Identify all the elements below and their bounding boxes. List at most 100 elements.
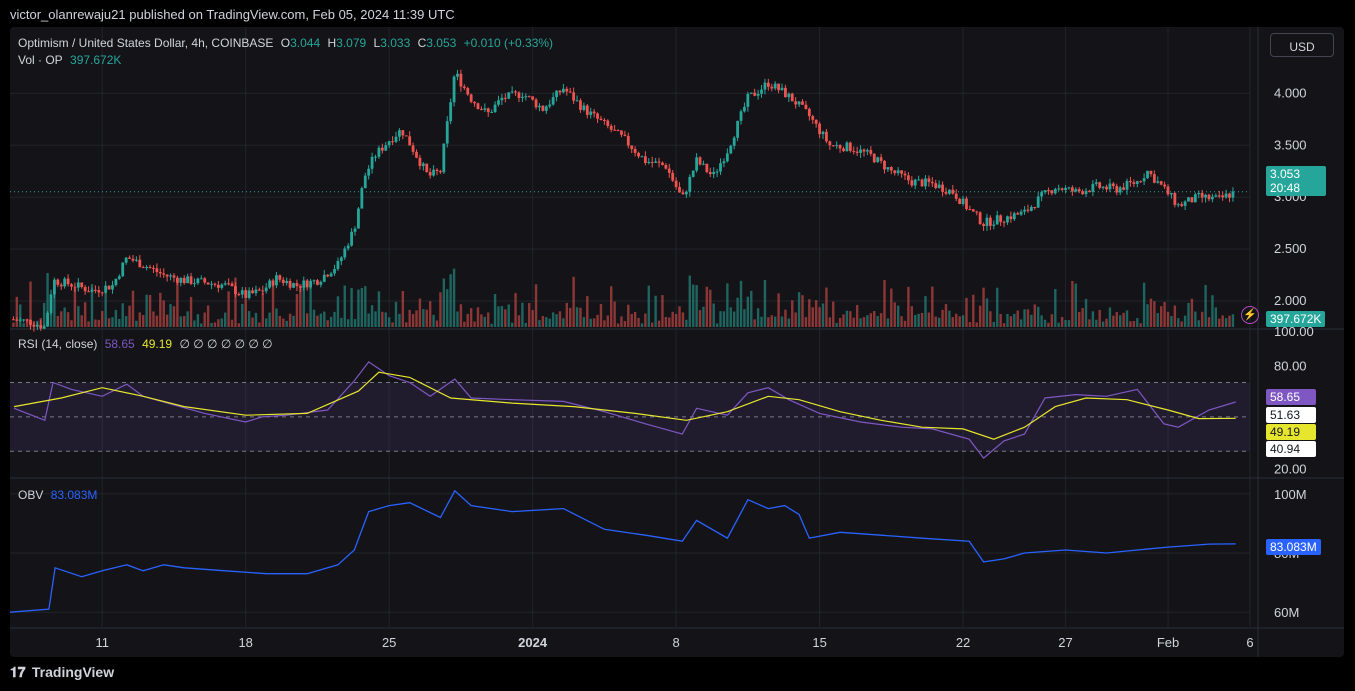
candle-body bbox=[828, 141, 832, 146]
bar-countdown: 20:48 bbox=[1270, 181, 1301, 195]
volume-bar bbox=[944, 304, 948, 327]
volume-bar bbox=[548, 318, 551, 327]
volume-bar bbox=[914, 315, 917, 327]
candle-body bbox=[182, 277, 186, 284]
candle-body bbox=[544, 106, 548, 111]
volume-bar bbox=[394, 301, 398, 327]
candle-body bbox=[336, 261, 340, 270]
candle-body bbox=[1050, 190, 1054, 194]
rsi-ma-legend-value: 49.19 bbox=[142, 337, 173, 351]
rsi-empty-values: ∅ ∅ ∅ ∅ ∅ ∅ ∅ bbox=[179, 337, 273, 351]
candle-body bbox=[1115, 185, 1119, 193]
volume-bar bbox=[575, 307, 579, 327]
candle-body bbox=[664, 164, 668, 169]
x-tick-label: 8 bbox=[672, 635, 679, 650]
volume-bar bbox=[1231, 314, 1235, 327]
candle-body bbox=[53, 279, 56, 295]
candle-body bbox=[1135, 181, 1139, 184]
candle-body bbox=[606, 120, 610, 126]
volume-bar bbox=[1211, 295, 1214, 327]
volume-bar bbox=[828, 317, 832, 327]
candle-body bbox=[766, 82, 770, 87]
volume-bar bbox=[476, 307, 480, 327]
volume-bar bbox=[1112, 315, 1115, 327]
candle-body bbox=[15, 319, 19, 321]
candle-body bbox=[514, 91, 517, 93]
lightning-icon[interactable]: ⚡ bbox=[1241, 306, 1259, 324]
candle-body bbox=[1009, 216, 1013, 220]
volume-bar bbox=[135, 320, 138, 327]
volume-bar bbox=[323, 311, 326, 327]
volume-bar bbox=[53, 290, 56, 327]
candle-body bbox=[401, 130, 405, 136]
volume-bar bbox=[1057, 322, 1060, 327]
volume-bar bbox=[425, 309, 428, 327]
volume-bar bbox=[22, 323, 25, 327]
candle-body bbox=[1081, 191, 1085, 195]
volume-bar bbox=[1159, 306, 1163, 327]
volume-bar bbox=[200, 323, 203, 327]
candle-body bbox=[541, 105, 545, 111]
candle-body bbox=[671, 172, 675, 181]
candle-body bbox=[746, 93, 750, 107]
candle-body bbox=[486, 108, 490, 113]
price-tick-label: 2.500 bbox=[1274, 241, 1307, 256]
volume-bar bbox=[278, 315, 282, 327]
tv-logo-icon: 𝟏𝟕 bbox=[10, 664, 26, 680]
candle-body bbox=[859, 149, 862, 153]
x-tick-label: 27 bbox=[1058, 635, 1072, 650]
candle-body bbox=[944, 191, 948, 194]
candle-body bbox=[924, 178, 927, 187]
candle-body bbox=[196, 278, 200, 284]
chart-canvas[interactable]: 11 18 25 2024 8 15 22 27 Feb 64.0003.5003.0002.50… bbox=[10, 27, 1344, 657]
candle-body bbox=[1019, 211, 1023, 215]
candle-body bbox=[715, 171, 719, 173]
volume-bar bbox=[391, 322, 394, 327]
candle-body bbox=[350, 231, 353, 246]
candle-body bbox=[131, 258, 135, 261]
volume-bar bbox=[760, 316, 763, 327]
candle-body bbox=[722, 161, 726, 164]
candle-body bbox=[285, 281, 289, 284]
volume-bar bbox=[702, 306, 705, 327]
candle-body bbox=[934, 183, 938, 188]
volume-bar bbox=[934, 316, 937, 327]
candle-body bbox=[244, 290, 248, 298]
volume-bar bbox=[862, 317, 866, 327]
volume-bar bbox=[377, 291, 381, 327]
chart-area[interactable]: 11 18 25 2024 8 15 22 27 Feb 6 4.000 3.500 3.000 2.50… bbox=[10, 27, 1344, 657]
volume-bar bbox=[879, 313, 883, 327]
volume-bar bbox=[500, 306, 504, 327]
candle-body bbox=[288, 281, 292, 288]
volume-bar bbox=[1064, 320, 1067, 327]
candle-body bbox=[572, 92, 576, 101]
volume-bar bbox=[524, 322, 528, 327]
candle-body bbox=[780, 87, 784, 91]
volume-bar bbox=[989, 311, 992, 327]
volume-bar bbox=[408, 309, 411, 327]
volume-bar bbox=[128, 305, 131, 327]
volume-bar bbox=[1200, 311, 1204, 327]
candle-body bbox=[1077, 189, 1081, 192]
volume-bar bbox=[975, 322, 978, 327]
candle-body bbox=[698, 157, 702, 165]
candle-body bbox=[794, 101, 798, 105]
candle-body bbox=[1146, 170, 1149, 179]
volume-bar bbox=[1088, 319, 1091, 327]
candle-body bbox=[360, 188, 364, 209]
volume-bar bbox=[907, 286, 910, 327]
candle-body bbox=[111, 285, 114, 290]
volume-bar bbox=[217, 319, 220, 327]
volume-bar bbox=[688, 275, 691, 327]
volume-bar bbox=[1221, 315, 1224, 327]
volume-bar bbox=[292, 315, 295, 327]
candle-body bbox=[1067, 187, 1071, 189]
candle-body bbox=[896, 170, 900, 174]
candle-body bbox=[907, 175, 910, 181]
volume-bar bbox=[1190, 298, 1194, 327]
volume-bar bbox=[234, 277, 237, 327]
candle-body bbox=[251, 290, 254, 294]
volume-bar bbox=[19, 304, 22, 327]
currency-button[interactable]: USD bbox=[1270, 33, 1334, 57]
volume-bar bbox=[343, 285, 346, 327]
